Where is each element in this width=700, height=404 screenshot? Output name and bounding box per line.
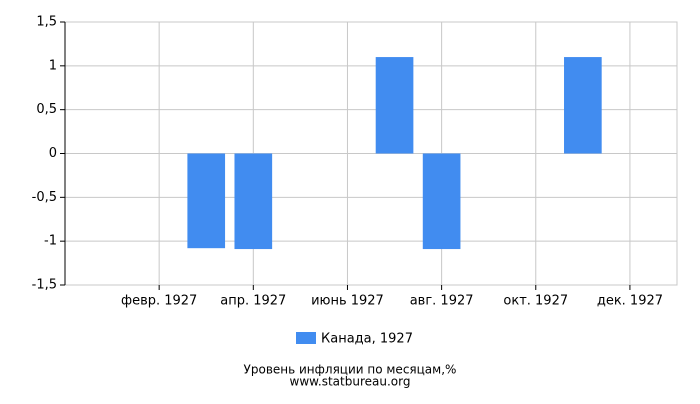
x-tick-label: апр. 1927 <box>220 294 286 309</box>
x-tick-label: авг. 1927 <box>410 294 474 309</box>
legend-label: Канада, 1927 <box>321 332 413 347</box>
y-tick-label: 0 <box>49 146 57 161</box>
y-tick-label: 0,5 <box>36 102 57 117</box>
bar <box>187 153 226 249</box>
y-tick-label: -0,5 <box>32 190 57 205</box>
y-tick-label: -1 <box>44 234 57 249</box>
bar <box>564 57 602 154</box>
footer-text: www.statbureau.org <box>290 375 411 389</box>
x-tick-label: июнь 1927 <box>311 294 384 309</box>
footer-text: Уровень инфляции по месяцам,% <box>244 363 457 377</box>
legend-swatch <box>296 332 316 344</box>
x-tick-label: окт. 1927 <box>503 294 568 309</box>
x-tick-label: дек. 1927 <box>597 294 663 309</box>
y-tick-label: -1,5 <box>32 278 57 293</box>
bar <box>234 153 273 250</box>
bar <box>375 57 414 154</box>
y-tick-label: 1,5 <box>36 15 57 30</box>
y-tick-label: 1 <box>49 58 57 73</box>
x-tick-label: февр. 1927 <box>121 294 197 309</box>
bar <box>422 153 461 250</box>
